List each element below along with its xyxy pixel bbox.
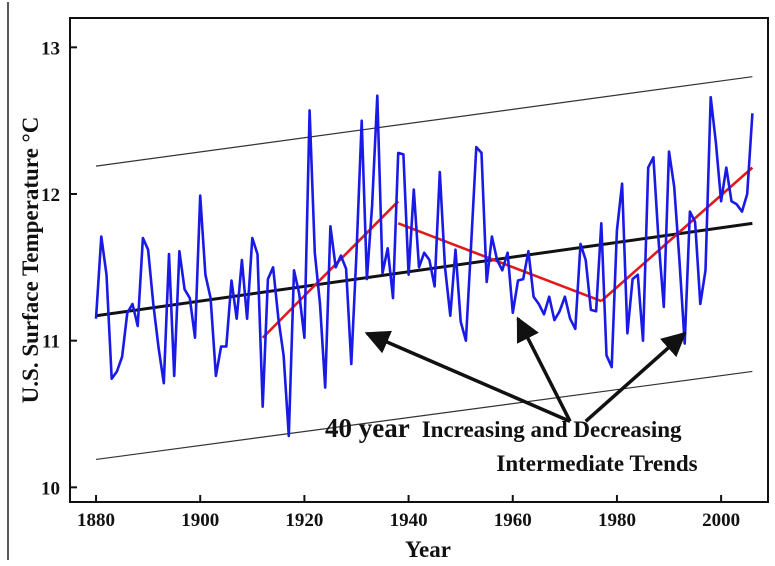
annotation-text-line1: 40 year Increasing and Decreasing [325,413,682,443]
x-tick-label-1: 1900 [181,510,219,531]
x-tick-label-5: 1980 [598,510,636,531]
annotation-arrow-2 [584,331,687,423]
upper-bound-line [95,76,753,167]
annotation-line1: Increasing and Decreasing [422,417,682,442]
annotation-arrow-0 [364,330,571,423]
y-tick-label-1: 11 [42,332,60,353]
y-axis-title: U.S. Surface Temperature °C [18,117,43,404]
x-tick-label-4: 1960 [494,510,532,531]
annotation-line2: Intermediate Trends [496,451,697,476]
x-tick-label-3: 1940 [390,510,428,531]
annotation-lead: 40 year [325,413,410,443]
trend-lines [95,76,754,461]
red-trend-1 [261,200,400,339]
y-tick-label-0: 10 [41,478,60,499]
long-term-trend [95,221,753,318]
x-tick-label-6: 2000 [702,510,740,531]
x-tick-label-2: 1920 [285,510,323,531]
x-axis-title: Year [405,537,451,562]
series-line-0 [94,94,754,438]
y-tick-label-2: 12 [41,185,60,206]
x-tick-label-0: 1880 [77,510,115,531]
y-tick-label-3: 13 [41,38,60,59]
y-axis: 10 11 12 13 [41,38,77,499]
x-axis: 1880 1900 1920 1940 1960 1980 2000 [77,495,740,531]
annotation-arrows [364,316,687,423]
lower-bound-line [95,370,753,461]
red-trend-2 [397,222,602,303]
temperature-series [94,94,754,438]
annotation-arrow-1 [516,316,572,423]
plot-frame [69,17,769,503]
